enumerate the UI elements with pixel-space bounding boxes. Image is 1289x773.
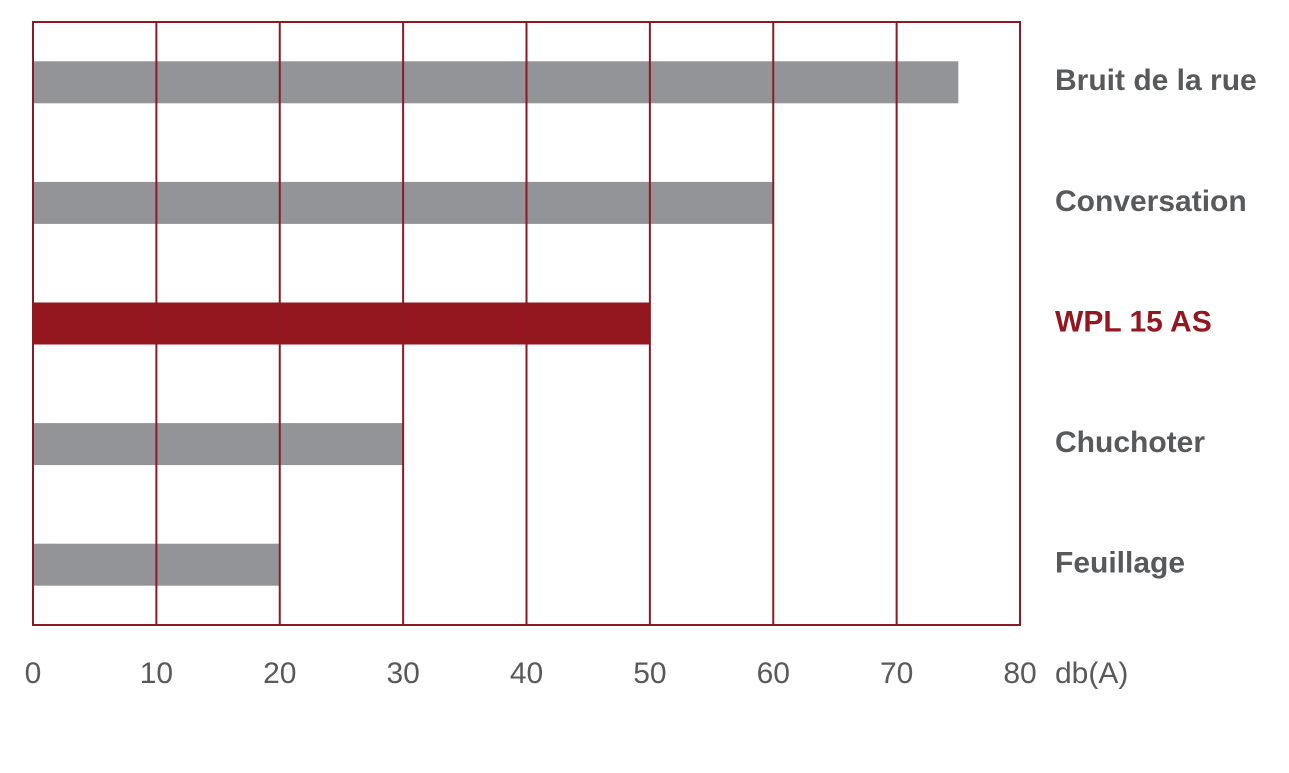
x-tick-label: 70 — [880, 657, 913, 690]
category-label: Conversation — [1055, 185, 1247, 218]
bar — [33, 61, 959, 104]
x-tick-label: 40 — [510, 657, 543, 690]
x-tick-label: 0 — [25, 657, 42, 690]
x-tick-label: 60 — [757, 657, 790, 690]
category-label: WPL 15 AS — [1055, 305, 1212, 338]
x-tick-label: 30 — [386, 657, 419, 690]
x-tick-label: 50 — [633, 657, 666, 690]
category-label: Chuchoter — [1055, 426, 1205, 459]
category-label: Feuillage — [1055, 547, 1185, 580]
x-tick-label: 80 — [1003, 657, 1036, 690]
x-tick-label: 20 — [263, 657, 296, 690]
x-tick-label: 10 — [140, 657, 173, 690]
bar — [33, 302, 650, 345]
plot-frame — [32, 21, 1021, 626]
x-axis-label: db(A) — [1055, 657, 1128, 690]
category-label: Bruit de la rue — [1055, 64, 1257, 97]
bar — [33, 423, 404, 466]
